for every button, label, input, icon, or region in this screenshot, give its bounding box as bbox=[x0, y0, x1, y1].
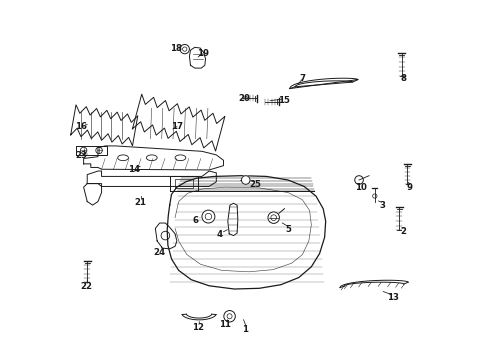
Polygon shape bbox=[84, 184, 101, 205]
Polygon shape bbox=[190, 47, 205, 68]
Polygon shape bbox=[87, 171, 216, 186]
Text: 15: 15 bbox=[278, 96, 290, 105]
Text: 9: 9 bbox=[406, 183, 412, 192]
Text: 14: 14 bbox=[128, 166, 141, 175]
Polygon shape bbox=[84, 146, 223, 170]
Text: 24: 24 bbox=[153, 248, 166, 257]
Text: 10: 10 bbox=[355, 183, 367, 192]
Polygon shape bbox=[170, 176, 198, 191]
Circle shape bbox=[180, 44, 190, 54]
Text: 1: 1 bbox=[242, 325, 248, 334]
Text: 12: 12 bbox=[192, 323, 204, 332]
Text: 20: 20 bbox=[238, 94, 250, 103]
Polygon shape bbox=[340, 280, 408, 288]
Text: 3: 3 bbox=[379, 201, 385, 210]
Text: 21: 21 bbox=[134, 198, 147, 207]
Polygon shape bbox=[71, 105, 138, 146]
Text: 2: 2 bbox=[400, 228, 407, 237]
Text: 7: 7 bbox=[299, 75, 305, 84]
Text: 5: 5 bbox=[286, 225, 292, 234]
Polygon shape bbox=[155, 223, 177, 249]
Text: 25: 25 bbox=[249, 180, 261, 189]
Polygon shape bbox=[182, 314, 216, 320]
Polygon shape bbox=[167, 176, 326, 289]
Circle shape bbox=[242, 176, 250, 184]
Text: 11: 11 bbox=[219, 320, 231, 329]
Circle shape bbox=[224, 311, 235, 322]
Text: 18: 18 bbox=[170, 44, 182, 53]
Text: 4: 4 bbox=[216, 230, 222, 239]
Polygon shape bbox=[76, 146, 107, 155]
Text: 13: 13 bbox=[387, 293, 399, 302]
Text: 19: 19 bbox=[196, 49, 209, 58]
Circle shape bbox=[268, 212, 279, 224]
Polygon shape bbox=[290, 78, 358, 89]
Text: 8: 8 bbox=[400, 75, 407, 84]
Text: 16: 16 bbox=[75, 122, 87, 131]
Text: 6: 6 bbox=[193, 216, 198, 225]
Text: 23: 23 bbox=[76, 151, 88, 160]
Polygon shape bbox=[132, 94, 225, 151]
Polygon shape bbox=[228, 203, 238, 235]
Circle shape bbox=[202, 210, 215, 223]
Text: 17: 17 bbox=[172, 122, 184, 131]
Text: 22: 22 bbox=[80, 282, 92, 291]
